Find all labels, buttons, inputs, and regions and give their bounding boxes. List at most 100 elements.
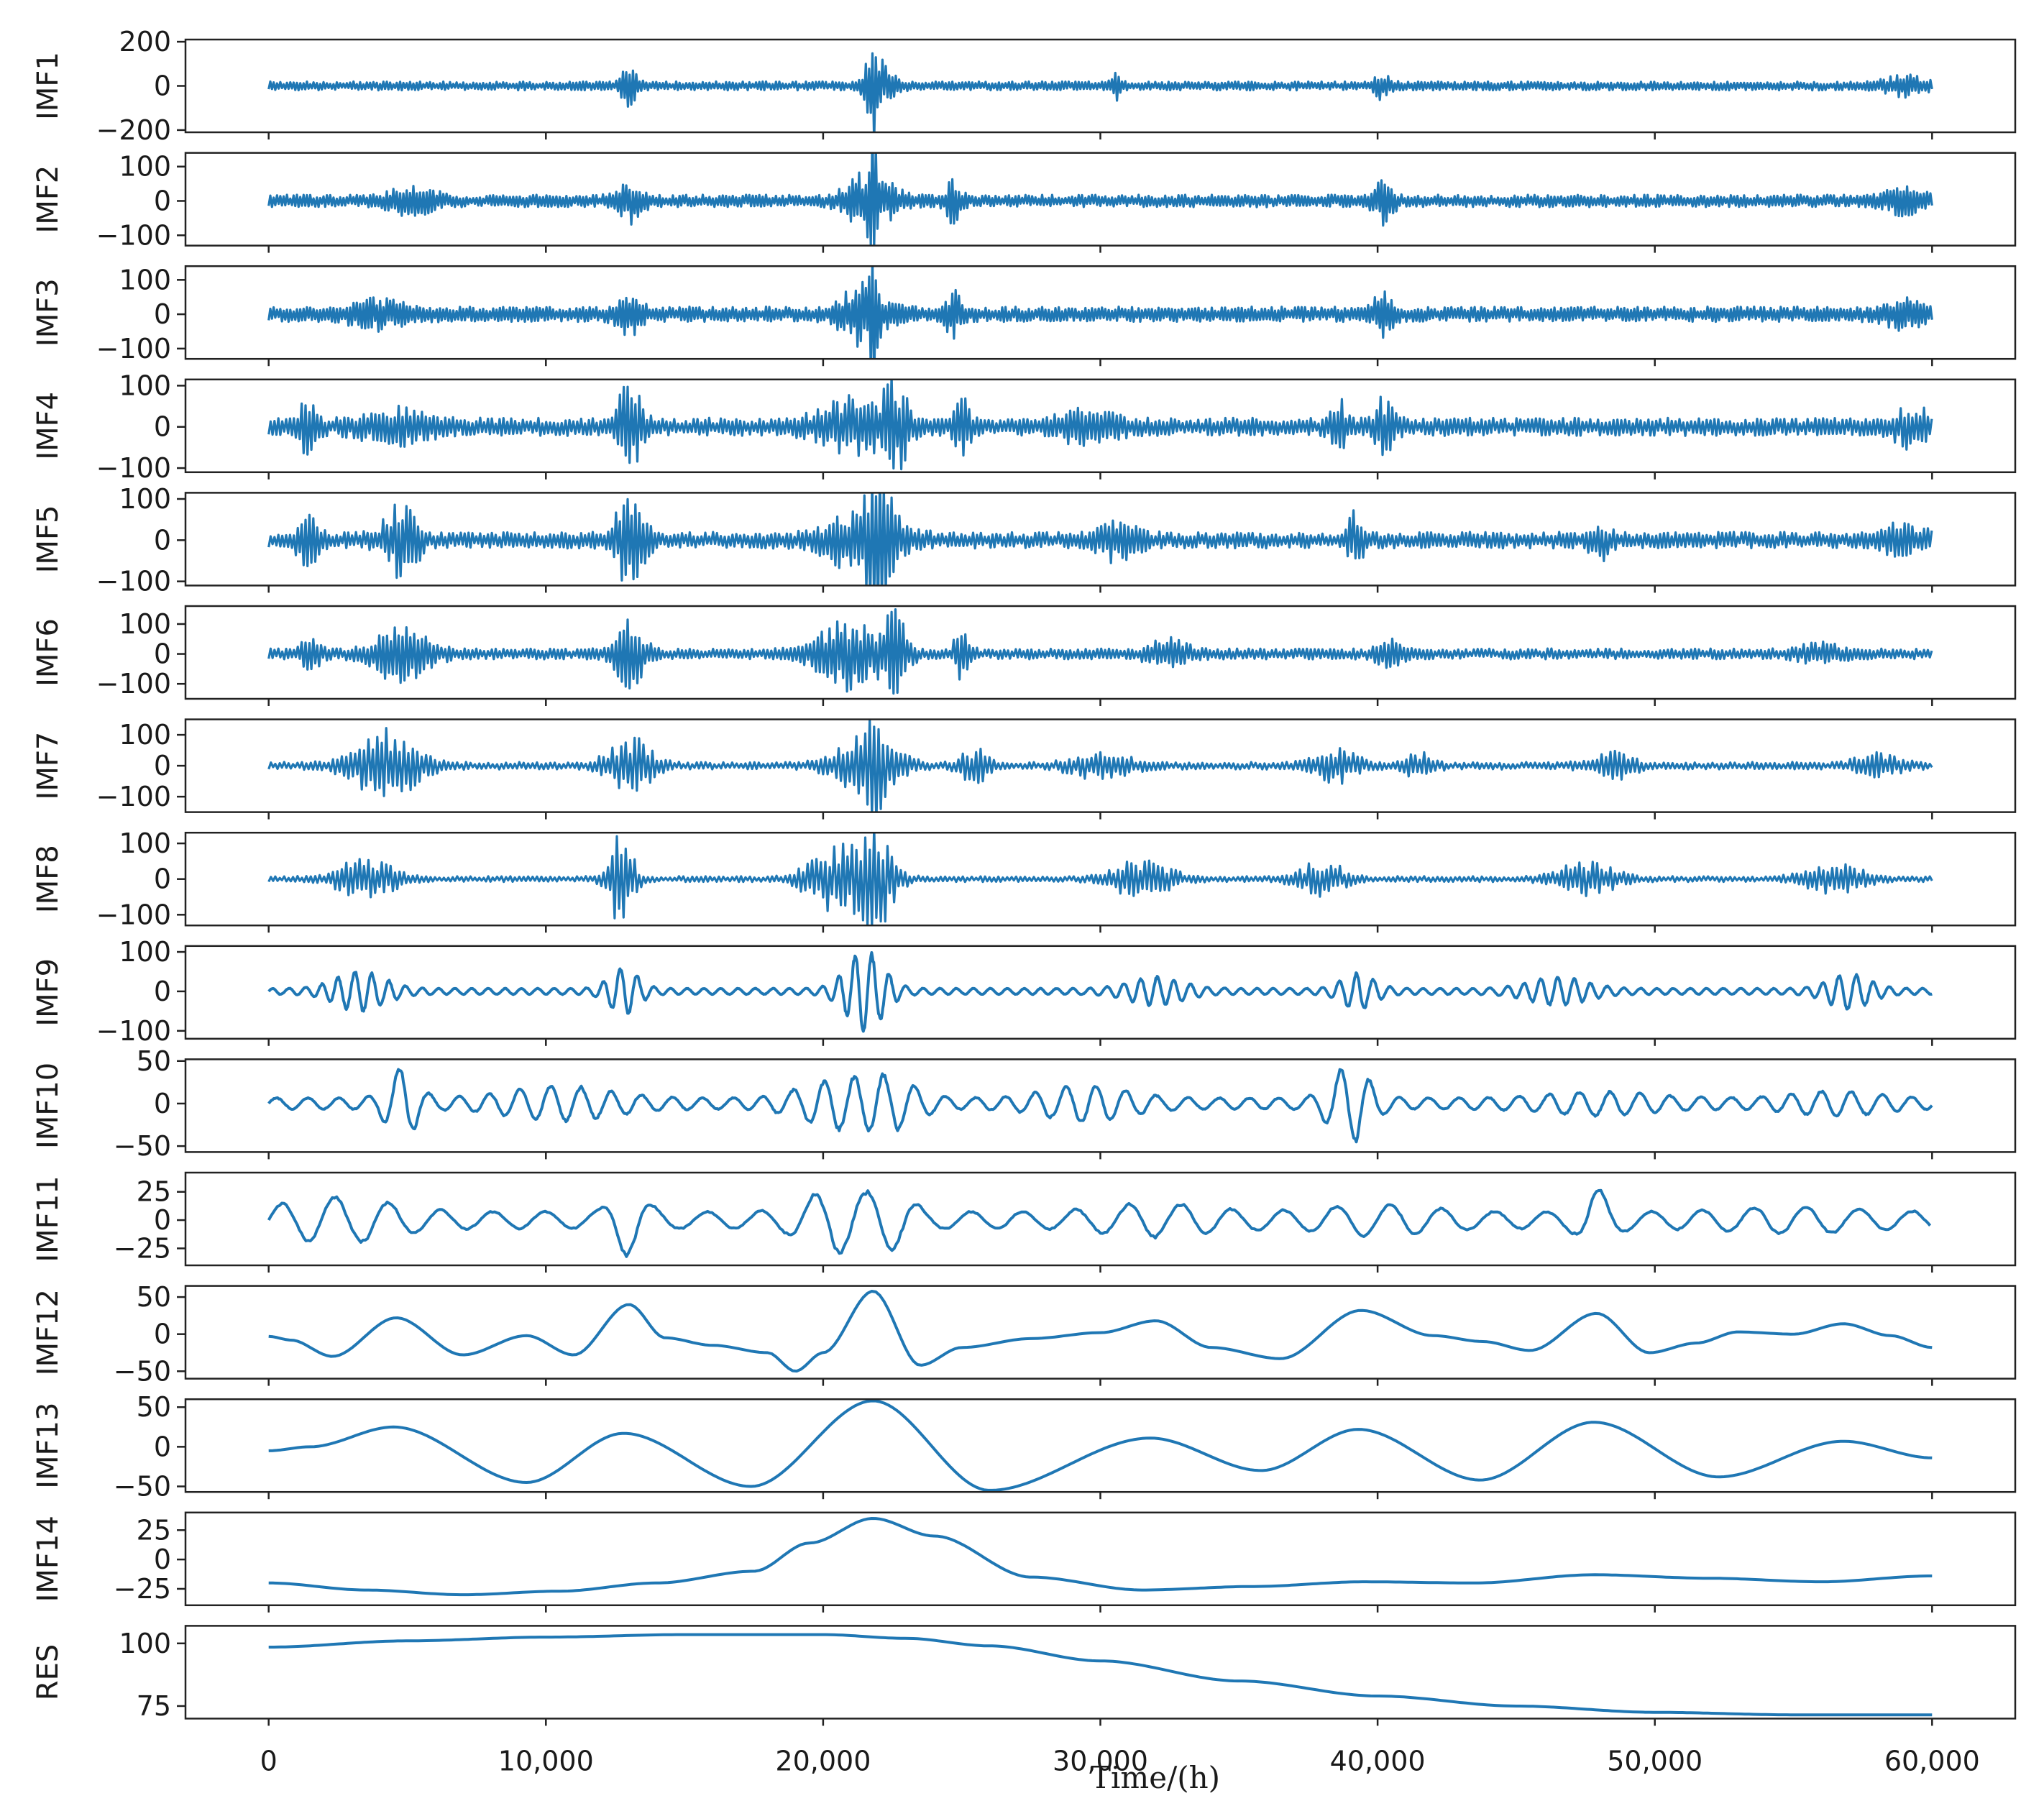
y-tick-label-imf2: 100 [119, 151, 171, 183]
panel-imf1: −200 0 200 IMF1 [32, 26, 2017, 146]
y-axis-label-imf12: IMF12 [32, 1289, 65, 1375]
y-tick-label-imf12: −50 [114, 1355, 171, 1387]
series-line-imf10 [267, 1068, 1933, 1144]
series-line-imf11 [267, 1188, 1932, 1258]
y-axis-label-imf13: IMF13 [32, 1403, 65, 1489]
shared-x-axis: 0 10,000 20,000 30,000 40,000 50,000 60,000 [260, 1745, 1980, 1777]
y-tick-label-res: 75 [137, 1690, 171, 1722]
y-axis-label-imf5: IMF5 [32, 505, 65, 574]
y-axis-label-imf1: IMF1 [32, 52, 65, 120]
y-tick-label-imf14: 25 [137, 1514, 171, 1546]
y-tick-label-imf2: −100 [96, 219, 171, 251]
y-tick-label-imf13: 50 [137, 1391, 171, 1423]
series-line-imf7 [267, 719, 1933, 812]
y-tick-label-imf9: 100 [119, 936, 171, 968]
panel-imf12: −50 0 50 IMF12 [32, 1281, 2017, 1387]
series-line-imf1 [267, 52, 1933, 132]
x-tick-label: 20,000 [775, 1745, 871, 1777]
x-tick-label: 50,000 [1607, 1745, 1702, 1777]
y-tick-label-imf13: −50 [114, 1470, 171, 1502]
y-tick-label-imf6: −100 [96, 668, 171, 700]
y-tick-label-imf2: 0 [154, 185, 171, 216]
y-tick-label-imf10: 50 [137, 1045, 171, 1077]
x-tick-label: 10,000 [498, 1745, 594, 1777]
y-tick-label-imf1: −200 [96, 114, 171, 146]
y-axis-label-imf2: IMF2 [32, 165, 65, 234]
y-tick-label-imf4: −100 [96, 452, 171, 484]
y-tick-label-imf1: 0 [154, 70, 171, 102]
y-tick-label-imf10: 0 [154, 1088, 171, 1119]
series-line-imf4 [267, 379, 1933, 471]
series-line-res [268, 1633, 1933, 1717]
y-tick-label-imf10: −50 [114, 1130, 171, 1162]
y-tick-label-imf3: −100 [96, 333, 171, 365]
y-tick-label-imf12: 0 [154, 1319, 171, 1350]
panel-imf10: −50 0 50 IMF10 [32, 1045, 2017, 1162]
panel-imf4: −100 0 100 IMF4 [32, 370, 2017, 484]
y-axis-label-imf6: IMF6 [32, 618, 65, 687]
y-axis-label-res: RES [32, 1644, 65, 1700]
imf-panels: −2000200IMF1−1000100IMF2−1000100IMF3−100… [32, 26, 2017, 1726]
y-axis-label-imf11: IMF11 [32, 1175, 65, 1262]
series-line-imf5 [267, 492, 1933, 586]
y-tick-label-imf9: 0 [154, 976, 171, 1007]
series-line-imf12 [268, 1290, 1933, 1373]
panel-imf5: −100 0 100 IMF5 [32, 483, 2017, 597]
y-tick-label-imf7: −100 [96, 781, 171, 812]
x-tick-label: 30,000 [1053, 1745, 1148, 1777]
series-line-imf14 [268, 1517, 1933, 1597]
y-tick-label-imf5: −100 [96, 566, 171, 597]
y-tick-label-imf14: −25 [114, 1573, 171, 1605]
panel-imf9: −100 0 100 IMF9 [32, 936, 2017, 1047]
y-tick-label-imf7: 0 [154, 750, 171, 781]
panel-frame-imf13 [184, 1398, 2017, 1493]
y-tick-label-imf5: 100 [119, 483, 171, 515]
y-tick-label-imf13: 0 [154, 1431, 171, 1462]
y-axis-label-imf4: IMF4 [32, 392, 65, 460]
y-tick-label-imf11: 25 [137, 1176, 171, 1208]
x-tick-label: 40,000 [1330, 1745, 1426, 1777]
y-tick-label-imf5: 0 [154, 524, 171, 556]
y-tick-label-imf3: 0 [154, 298, 171, 330]
y-tick-label-imf8: −100 [96, 899, 171, 930]
y-axis-label-imf7: IMF7 [32, 732, 65, 800]
series-line-imf3 [267, 266, 1933, 359]
x-tick-label: 0 [260, 1745, 278, 1777]
y-tick-label-imf6: 0 [154, 638, 171, 670]
series-line-imf8 [267, 833, 1933, 926]
series-line-imf13 [268, 1399, 1933, 1492]
y-tick-label-imf7: 100 [119, 719, 171, 751]
y-tick-label-imf12: 50 [137, 1281, 171, 1313]
y-axis-label-imf10: IMF10 [32, 1063, 65, 1149]
y-tick-label-imf8: 0 [154, 863, 171, 895]
y-tick-label-imf14: 0 [154, 1544, 171, 1575]
y-tick-label-imf3: 100 [119, 264, 171, 295]
y-tick-label-imf9: −100 [96, 1015, 171, 1047]
series-line-imf6 [267, 608, 1933, 695]
panel-res: 75 100 RES [32, 1625, 2017, 1726]
y-tick-label-imf11: 0 [154, 1204, 171, 1236]
series-line-imf2 [267, 152, 1933, 246]
y-tick-label-imf4: 0 [154, 411, 171, 443]
y-axis-label-imf3: IMF3 [32, 278, 65, 347]
panel-imf13: −50 0 50 IMF13 [32, 1391, 2017, 1502]
x-tick-label: 60,000 [1884, 1745, 1980, 1777]
y-tick-label-imf6: 100 [119, 608, 171, 640]
series-line-imf9 [267, 951, 1933, 1033]
y-tick-label-imf8: 100 [119, 828, 171, 859]
y-tick-label-imf1: 200 [119, 26, 171, 58]
y-axis-label-imf14: IMF14 [32, 1516, 65, 1602]
panel-frame-imf14 [184, 1511, 2017, 1607]
panel-imf8: −100 0 100 IMF8 [32, 828, 2017, 933]
y-axis-label-imf8: IMF8 [32, 845, 65, 913]
y-axis-label-imf9: IMF9 [32, 958, 65, 1027]
x-axis-label: Time/(h) [1091, 1760, 1220, 1795]
y-tick-label-imf4: 100 [119, 370, 171, 401]
